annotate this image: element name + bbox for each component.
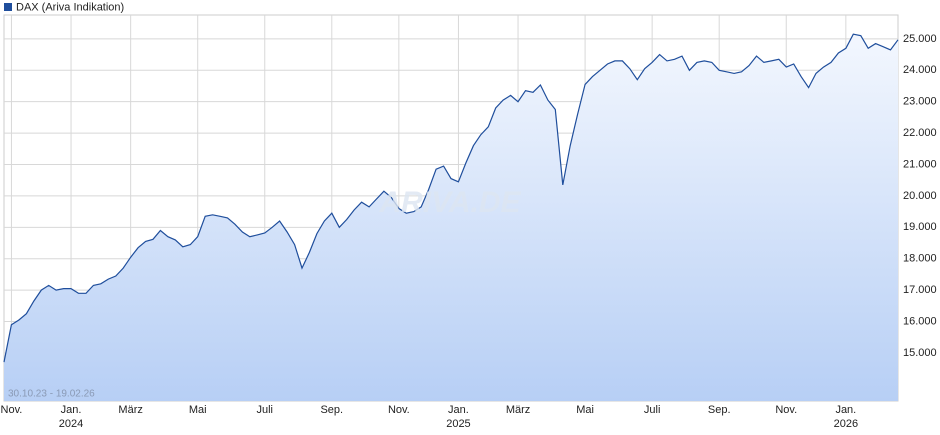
labels: 15.000 16.000 17.000 18.000 19.000 20.000 21.0…	[1, 33, 937, 430]
watermark: ARIVA.DE	[378, 186, 521, 219]
y-tick-label: 19.000	[903, 221, 937, 233]
x-year-label: 2026	[834, 418, 858, 430]
x-tick-label: Sep.	[320, 404, 343, 416]
x-tick-label: Sep.	[708, 404, 731, 416]
x-year-label: 2025	[446, 418, 470, 430]
legend-label: DAX (Ariva Indikation)	[16, 1, 124, 13]
y-tick-label: 23.000	[903, 96, 937, 108]
y-tick-label: 17.000	[903, 284, 937, 296]
y-tick-label: 25.000	[903, 33, 937, 45]
x-tick-label: Jan.	[61, 404, 82, 416]
legend-swatch	[4, 3, 12, 11]
x-tick-label: Nov.	[388, 404, 410, 416]
x-tick-label: Juli	[256, 404, 273, 416]
x-tick-label: Nov.	[775, 404, 797, 416]
x-year-label: 2024	[59, 418, 83, 430]
x-tick-label: Nov.	[1, 404, 23, 416]
y-tick-label: 22.000	[903, 127, 937, 139]
y-tick-label: 18.000	[903, 253, 937, 265]
area	[4, 34, 898, 401]
x-tick-label: März	[506, 404, 530, 416]
x-tick-label: Juli	[644, 404, 661, 416]
y-tick-label: 15.000	[903, 347, 937, 359]
y-tick-label: 24.000	[903, 64, 937, 76]
y-tick-label: 20.000	[903, 190, 937, 202]
x-tick-label: Mai	[576, 404, 594, 416]
marks	[3, 33, 899, 401]
y-tick-label: 16.000	[903, 315, 937, 327]
x-tick-label: Jan.	[835, 404, 856, 416]
line	[3, 33, 899, 363]
y-tick-label: 21.000	[903, 158, 937, 170]
date-range: 30.10.23 - 19.02.26	[8, 389, 95, 400]
x-tick-label: Mai	[189, 404, 207, 416]
x-tick-label: März	[118, 404, 142, 416]
x-tick-label: Jan.	[448, 404, 469, 416]
